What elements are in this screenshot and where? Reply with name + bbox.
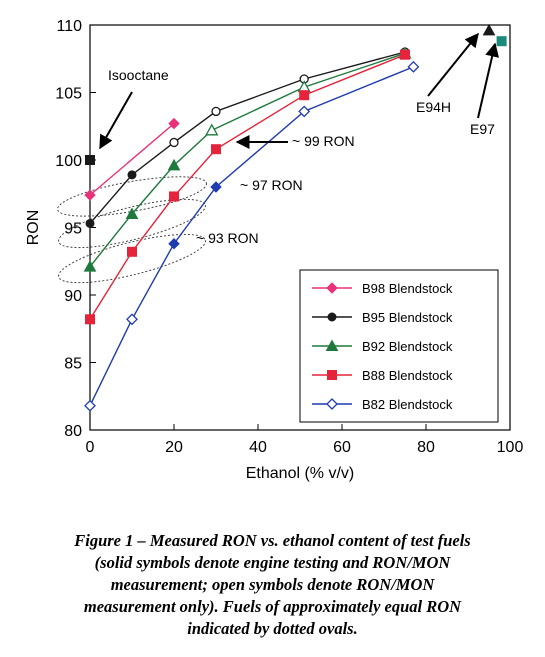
equal-ron-oval [58, 233, 206, 284]
legend-label: B82 Blendstock [362, 397, 453, 412]
data-point [83, 260, 97, 272]
data-point [169, 137, 179, 148]
series-b82-blendstock [84, 60, 420, 412]
data-point [127, 170, 137, 180]
legend-marker [325, 339, 339, 351]
caption-line-3: measurement; open symbols denote RON/MON [110, 575, 435, 594]
data-point [85, 218, 95, 228]
legend-marker [326, 282, 338, 294]
data-point [169, 191, 179, 202]
caption-line-2: (solid symbols denote engine testing and… [94, 553, 451, 572]
series-line [89, 52, 406, 268]
legend-item: B92 Blendstock [312, 339, 453, 354]
x-tick-label: 80 [417, 439, 435, 456]
equal-ron-oval [57, 176, 207, 217]
ron-vs-ethanol-chart: 0 20 40 60 80 100 80 85 90 95 100 105 110 Isooctane E… [25, 18, 523, 482]
point-e94h [482, 23, 496, 36]
series-line [89, 123, 175, 196]
y-tick-label: 90 [64, 288, 82, 305]
x-tick-label: 60 [333, 439, 351, 456]
y-tick-label: 95 [64, 221, 82, 238]
data-point [85, 314, 95, 325]
legend-item: B95 Blendstock [312, 310, 453, 325]
x-tick-label: 0 [86, 439, 95, 456]
x-tick-label: 20 [165, 439, 183, 456]
legend-marker [326, 398, 338, 410]
annotation-isooctane: Isooctane [108, 67, 169, 83]
y-tick-label: 80 [64, 423, 82, 440]
annotation-ron97: ~ 97 RON [240, 177, 303, 193]
legend-label: B98 Blendstock [362, 281, 453, 296]
data-point [205, 123, 219, 136]
data-point [211, 106, 221, 117]
series-layer [83, 23, 507, 412]
legend-label: B95 Blendstock [362, 310, 453, 325]
data-point [298, 105, 311, 118]
point-isooctane [85, 155, 95, 165]
x-tick-label: 100 [497, 439, 524, 456]
annotation-arrow [99, 91, 133, 150]
data-point [125, 207, 139, 219]
data-point [84, 189, 96, 201]
data-point [297, 80, 311, 93]
data-point [400, 49, 410, 60]
data-point [168, 117, 180, 130]
legend-label: B92 Blendstock [362, 339, 453, 354]
data-point [168, 237, 180, 250]
legend: B98 Blendstock B95 Blendstock B92 Blendsto… [299, 269, 499, 423]
legend-item: B98 Blendstock [312, 281, 453, 296]
caption-line-1: Figure 1 – Measured RON vs. ethanol cont… [74, 531, 471, 550]
legend-label: B88 Blendstock [362, 368, 453, 383]
data-point [84, 399, 96, 412]
series-line [89, 54, 406, 320]
legend-item: B88 Blendstock [312, 368, 453, 383]
data-point [167, 158, 181, 171]
annotation-ron93: ~ 93 RON [196, 230, 259, 246]
annotations-layer: Isooctane E94H E97 ~ 99 RON ~ 97 RON ~ 93 RON [99, 32, 500, 246]
legend-marker [327, 312, 337, 322]
legend-item: B82 Blendstock [312, 397, 453, 412]
point-e97 [496, 36, 507, 47]
data-point [211, 144, 221, 155]
y-axis-title: RON [25, 210, 42, 246]
data-point [126, 313, 138, 326]
data-point [127, 246, 137, 257]
annotation-e94h: E94H [416, 99, 451, 115]
x-tick-label: 40 [249, 439, 267, 456]
series-line [89, 66, 414, 407]
caption-line-4: measurement only). Fuels of approximatel… [83, 597, 462, 616]
series-b88-blendstock [85, 49, 410, 325]
series-line [89, 51, 406, 224]
y-tick-label: 100 [55, 153, 82, 170]
data-point [299, 90, 310, 101]
data-point [210, 181, 222, 193]
y-tick-label: 110 [56, 18, 82, 35]
y-tick-label: 85 [64, 356, 82, 373]
figure-caption: Figure 1 – Measured RON vs. ethanol cont… [20, 530, 525, 640]
y-tick-label: 105 [55, 86, 82, 103]
data-point [407, 60, 420, 73]
annotation-e97: E97 [470, 121, 495, 137]
annotation-ron99: ~ 99 RON [292, 133, 355, 149]
series-b98-blendstock [84, 117, 180, 201]
annotation-arrow [427, 32, 479, 97]
axis-ticks: 0 20 40 60 80 100 80 85 90 95 100 105 110 [55, 18, 523, 456]
x-axis-title: Ethanol (% v/v) [246, 465, 354, 482]
legend-marker [327, 370, 337, 380]
annotation-arrow [477, 42, 500, 119]
caption-line-5: indicated by dotted ovals. [187, 619, 358, 638]
